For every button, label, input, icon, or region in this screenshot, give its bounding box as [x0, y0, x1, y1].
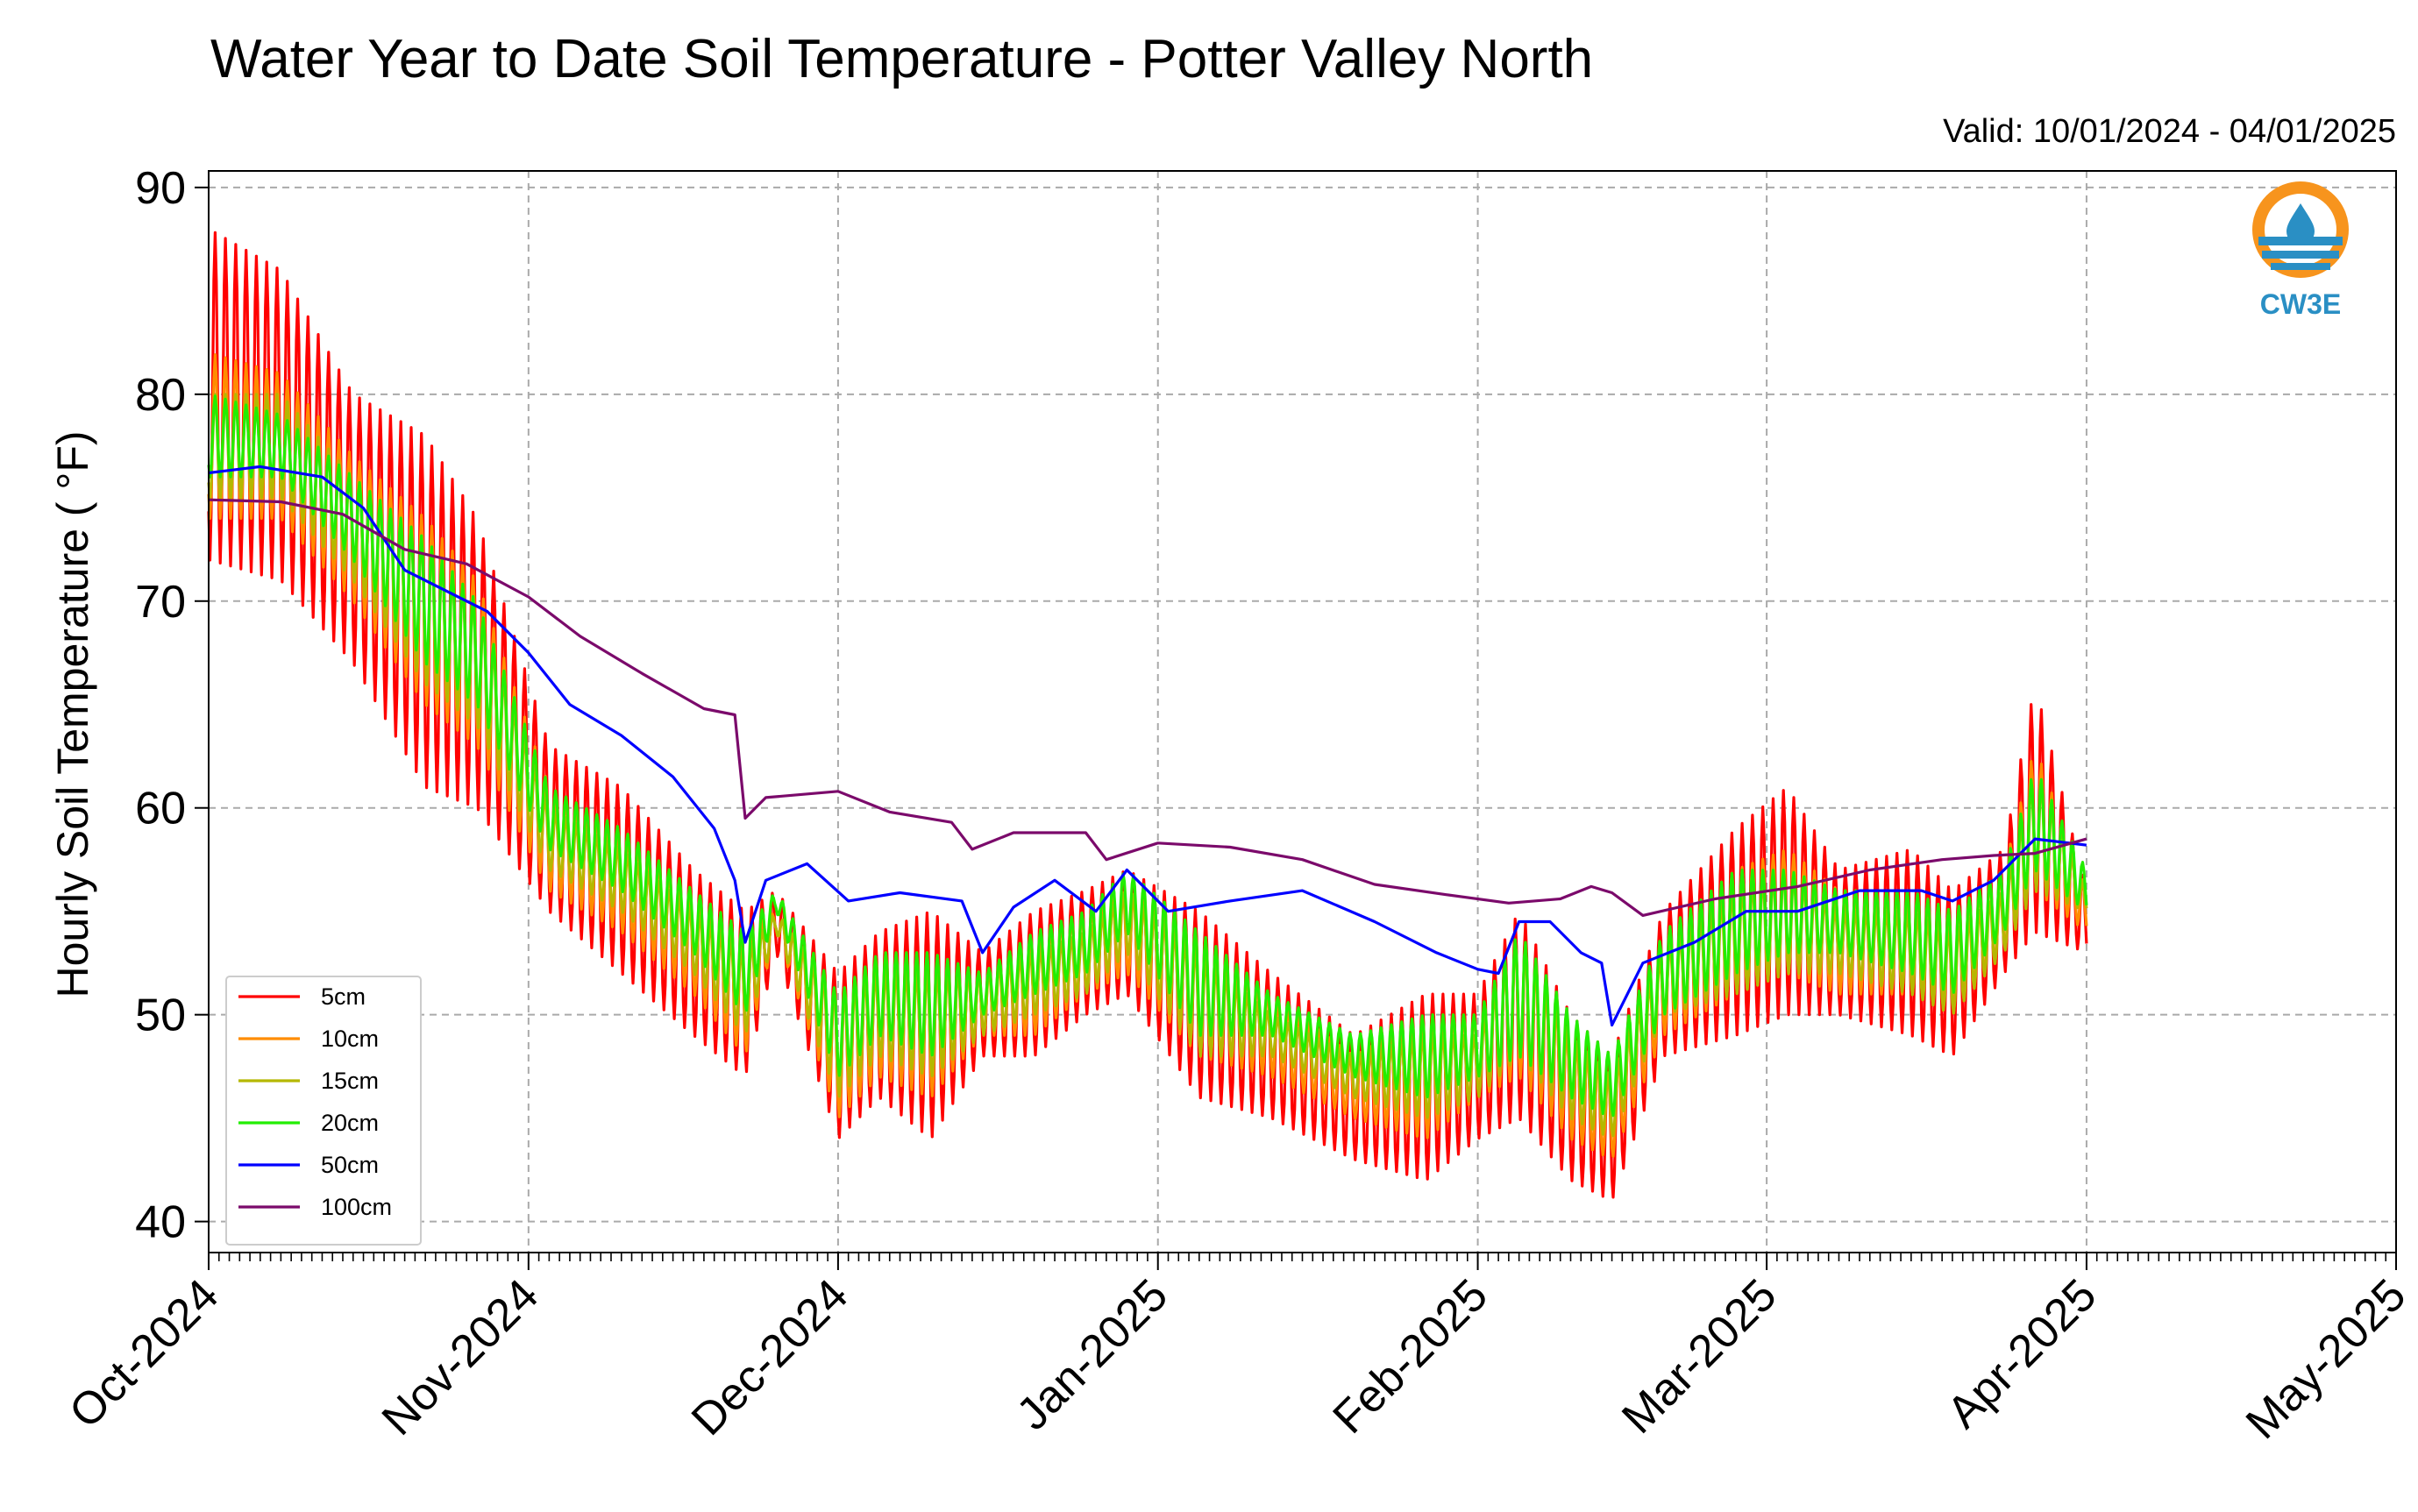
legend-label: 15cm: [321, 1068, 379, 1094]
legend-box: [225, 976, 422, 1246]
series-lines: [207, 231, 2088, 1199]
y-tick-label: 70: [135, 577, 186, 628]
legend-label: 10cm: [321, 1026, 379, 1052]
series-line-100cm: [208, 498, 2087, 918]
legend-label: 20cm: [321, 1110, 379, 1136]
legend: 5cm 10cm 15cm 20cm 50cm 100cm: [225, 976, 422, 1246]
logo-wave-2: [2262, 251, 2339, 259]
chart-title: Water Year to Date Soil Temperature - Po…: [210, 29, 1593, 89]
cw3e-logo: CW3E: [2252, 181, 2349, 320]
y-tick-label: 60: [135, 784, 186, 834]
chart-subtitle: Valid: 10/01/2024 - 04/01/2025: [1943, 113, 2396, 150]
y-tick-label: 90: [135, 163, 186, 214]
y-tick-label: 80: [135, 370, 186, 421]
y-axis-label: Hourly Soil Temperature ( °F): [48, 430, 97, 997]
series-line-20cm: [207, 394, 2088, 1118]
logo-drop-icon: [2286, 203, 2315, 245]
logo-text: CW3E: [2260, 288, 2341, 320]
legend-label: 100cm: [321, 1194, 392, 1220]
y-tick-label: 40: [135, 1197, 186, 1248]
y-tick-label: 50: [135, 990, 186, 1041]
legend-label: 5cm: [321, 983, 366, 1010]
series-line-50cm: [208, 465, 2087, 1027]
legend-label: 50cm: [321, 1152, 379, 1178]
logo-wave-3: [2271, 263, 2330, 270]
